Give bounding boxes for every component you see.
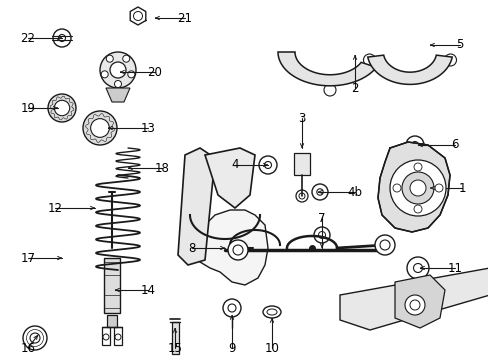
Text: 16: 16 xyxy=(20,342,36,355)
Text: 8: 8 xyxy=(188,242,195,255)
Circle shape xyxy=(53,29,71,47)
Circle shape xyxy=(101,71,108,78)
Text: 5: 5 xyxy=(455,39,463,51)
Circle shape xyxy=(374,235,394,255)
Circle shape xyxy=(90,119,109,138)
Text: 3: 3 xyxy=(298,112,305,125)
Bar xyxy=(107,315,117,327)
Polygon shape xyxy=(278,52,376,86)
Circle shape xyxy=(413,163,421,171)
Circle shape xyxy=(434,184,442,192)
Circle shape xyxy=(115,334,121,340)
Text: 4b: 4b xyxy=(347,185,362,198)
Text: 13: 13 xyxy=(140,122,155,135)
Circle shape xyxy=(413,205,421,213)
Circle shape xyxy=(223,299,241,317)
Circle shape xyxy=(389,160,445,216)
Circle shape xyxy=(216,239,234,257)
Circle shape xyxy=(106,55,113,62)
Circle shape xyxy=(409,180,425,196)
Circle shape xyxy=(295,190,307,202)
Circle shape xyxy=(48,94,76,122)
Circle shape xyxy=(103,334,109,340)
Text: 20: 20 xyxy=(147,66,162,78)
Circle shape xyxy=(122,55,129,62)
Circle shape xyxy=(83,111,117,145)
Text: 12: 12 xyxy=(47,202,62,215)
Text: 10: 10 xyxy=(264,342,279,355)
Circle shape xyxy=(444,54,456,66)
Text: 18: 18 xyxy=(154,162,169,175)
Text: 4: 4 xyxy=(231,158,238,171)
Circle shape xyxy=(324,84,335,96)
Text: 22: 22 xyxy=(20,31,36,45)
Text: 11: 11 xyxy=(447,261,462,274)
Circle shape xyxy=(114,81,121,87)
Bar xyxy=(104,258,120,313)
Polygon shape xyxy=(367,55,451,84)
Bar xyxy=(171,322,178,354)
Polygon shape xyxy=(204,148,254,208)
Text: 19: 19 xyxy=(20,102,36,114)
Bar xyxy=(102,327,110,345)
Circle shape xyxy=(404,295,424,315)
Text: 1: 1 xyxy=(457,181,465,194)
Circle shape xyxy=(311,184,327,200)
Text: 9: 9 xyxy=(228,342,235,355)
Circle shape xyxy=(406,257,428,279)
Text: 21: 21 xyxy=(177,12,192,24)
Ellipse shape xyxy=(263,306,281,318)
Circle shape xyxy=(405,136,423,154)
Bar xyxy=(293,153,309,175)
Circle shape xyxy=(259,156,276,174)
Text: 15: 15 xyxy=(167,342,182,355)
Circle shape xyxy=(110,62,126,78)
Polygon shape xyxy=(377,142,449,232)
Text: 17: 17 xyxy=(20,252,36,265)
Text: 14: 14 xyxy=(140,284,155,297)
Circle shape xyxy=(227,240,247,260)
Circle shape xyxy=(100,52,136,88)
Bar xyxy=(114,327,122,345)
Circle shape xyxy=(54,100,70,116)
Circle shape xyxy=(401,172,433,204)
Polygon shape xyxy=(178,148,215,265)
Circle shape xyxy=(23,326,47,350)
Text: 2: 2 xyxy=(350,81,358,94)
Polygon shape xyxy=(195,210,267,285)
Circle shape xyxy=(285,58,297,70)
Circle shape xyxy=(363,54,375,66)
Circle shape xyxy=(313,227,329,243)
Polygon shape xyxy=(339,268,488,330)
Circle shape xyxy=(127,71,135,78)
Text: 7: 7 xyxy=(318,211,325,225)
Text: 6: 6 xyxy=(450,139,458,152)
Circle shape xyxy=(392,184,400,192)
Polygon shape xyxy=(394,275,444,328)
Polygon shape xyxy=(106,88,130,102)
